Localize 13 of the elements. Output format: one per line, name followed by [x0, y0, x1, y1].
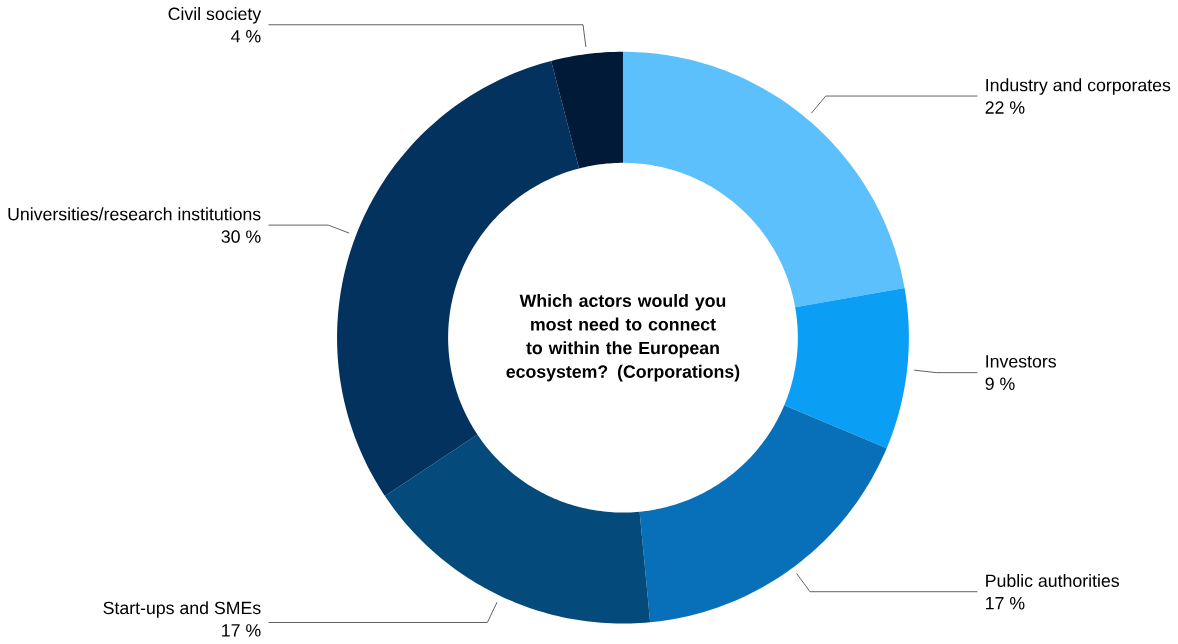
- data-label: 22 %: [985, 101, 1025, 114]
- text: Which actors would you most need to connect to within the European ecosystem? (Corporations): [506, 294, 740, 382]
- slice-label: Start-ups and SMEs: [103, 601, 261, 618]
- data-label: 9 %: [985, 377, 1015, 391]
- data-label: 4 %: [231, 30, 261, 43]
- data-label: 17 %: [986, 597, 1025, 610]
- slice-label: Public authorities: [986, 574, 1119, 588]
- slice-label: Investors: [986, 355, 1056, 368]
- slice-label: Civil society: [168, 7, 262, 24]
- slice-label: Industry and corporates: [986, 78, 1171, 96]
- data-label: 17 %: [222, 624, 261, 637]
- slice-label: Universities/research institutions: [8, 207, 261, 221]
- data-label: 30 %: [221, 230, 261, 243]
